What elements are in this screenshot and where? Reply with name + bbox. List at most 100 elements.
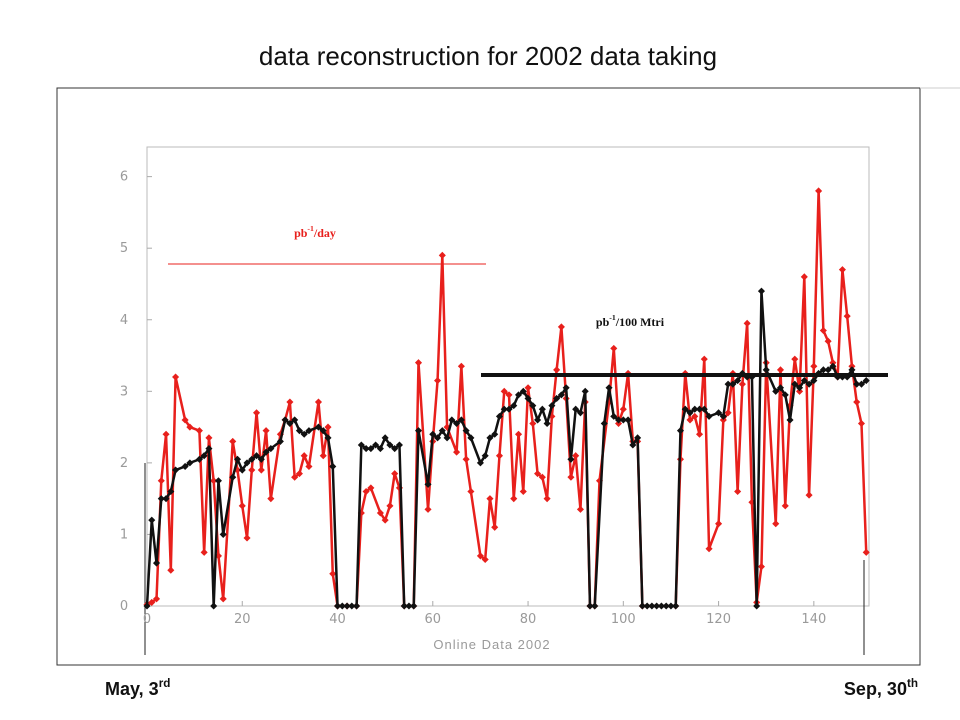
point-marker — [319, 452, 327, 460]
x-tick-label: 20 — [234, 612, 251, 627]
point-marker — [262, 427, 270, 435]
point-marker — [543, 419, 551, 428]
point-marker — [715, 520, 723, 528]
point-marker — [691, 412, 699, 420]
point-marker — [172, 373, 180, 381]
point-marker — [805, 380, 813, 388]
point-marker — [243, 534, 251, 542]
point-marker — [548, 402, 556, 410]
point-marker — [348, 602, 356, 610]
point-marker — [367, 445, 375, 453]
point-marker — [491, 430, 499, 438]
point-marker — [353, 602, 361, 610]
point-marker — [295, 470, 303, 478]
point-marker — [510, 495, 518, 503]
point-marker — [481, 452, 489, 460]
point-marker — [538, 405, 546, 413]
point-marker — [329, 570, 337, 578]
point-marker — [424, 505, 432, 513]
point-marker — [843, 312, 851, 320]
point-marker — [505, 391, 513, 399]
point-marker — [438, 251, 446, 259]
point-marker — [453, 419, 461, 428]
y-tick-label: 3 — [120, 384, 128, 399]
point-marker — [519, 387, 527, 395]
point-marker — [391, 445, 399, 453]
point-marker — [605, 384, 613, 392]
point-marker — [505, 405, 513, 413]
point-marker — [429, 430, 437, 438]
point-marker — [495, 452, 504, 460]
x-tick-label: 60 — [425, 612, 442, 627]
point-marker — [186, 459, 194, 467]
point-marker — [786, 416, 794, 424]
x-tick-label: 100 — [611, 612, 636, 627]
point-marker — [529, 402, 537, 410]
point-marker — [462, 455, 470, 463]
point-marker — [152, 559, 161, 567]
point-marker — [381, 516, 389, 524]
point-marker — [410, 602, 418, 610]
point-marker — [800, 273, 808, 281]
point-marker — [810, 362, 818, 370]
point-marker — [267, 445, 275, 453]
point-marker — [167, 487, 175, 496]
point-marker — [829, 359, 837, 367]
point-marker — [781, 391, 789, 399]
point-marker — [381, 434, 389, 442]
point-marker — [367, 484, 375, 492]
point-marker — [248, 466, 256, 474]
point-marker — [486, 434, 494, 442]
point-marker — [495, 412, 504, 420]
y-tick-label: 0 — [120, 599, 128, 614]
point-marker — [643, 602, 651, 610]
point-marker — [372, 441, 380, 449]
point-marker — [229, 473, 237, 481]
point-marker — [467, 487, 475, 496]
point-marker — [610, 344, 618, 352]
point-marker — [581, 387, 589, 395]
point-marker — [724, 409, 732, 417]
point-marker — [705, 545, 713, 553]
point-marker — [405, 602, 413, 610]
point-marker — [772, 387, 780, 395]
point-marker — [772, 520, 780, 528]
point-marker — [619, 405, 627, 413]
point-marker — [796, 384, 804, 392]
point-marker — [157, 495, 165, 503]
point-marker — [500, 405, 508, 413]
point-marker — [824, 337, 832, 345]
point-marker — [314, 423, 323, 431]
point-marker — [791, 355, 799, 363]
x-tick-label: 0 — [143, 612, 151, 627]
x-axis-title: Online Data 2002 — [433, 637, 550, 652]
point-marker — [629, 441, 637, 449]
point-marker — [529, 419, 537, 428]
point-marker — [300, 452, 308, 460]
point-marker — [557, 323, 565, 331]
point-marker — [248, 455, 256, 463]
point-marker — [634, 434, 642, 442]
point-marker — [395, 441, 403, 449]
point-marker — [853, 398, 861, 406]
point-marker — [715, 409, 723, 417]
point-marker — [734, 487, 742, 496]
point-marker — [219, 530, 227, 538]
point-marker — [172, 466, 180, 474]
point-marker — [534, 416, 542, 424]
point-marker — [238, 466, 246, 474]
point-marker — [167, 566, 175, 574]
point-marker — [567, 455, 575, 463]
point-marker — [276, 437, 284, 445]
point-marker — [686, 409, 694, 417]
y-tick-label: 6 — [120, 169, 128, 184]
point-marker — [557, 391, 565, 399]
chart-frame — [56, 87, 921, 666]
point-marker — [400, 602, 408, 610]
point-marker — [481, 555, 489, 564]
point-marker — [148, 516, 156, 524]
point-marker — [233, 455, 242, 463]
point-marker — [210, 477, 218, 485]
point-marker — [815, 187, 823, 195]
